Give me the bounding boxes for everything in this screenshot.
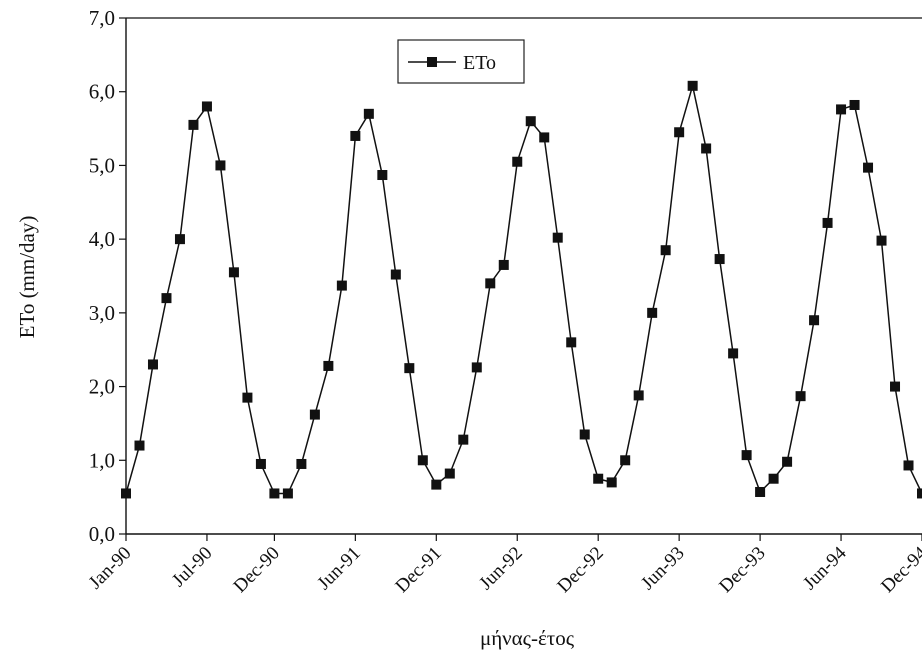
eto-point <box>525 116 536 127</box>
legend-marker <box>427 57 437 67</box>
eto-point <box>863 162 874 173</box>
eto-point <box>714 254 725 265</box>
eto-point <box>350 130 361 141</box>
x-axis-title: μήνας-έτος <box>480 626 575 650</box>
eto-point <box>768 473 779 484</box>
x-tick-label: Dec-92 <box>553 543 607 597</box>
x-tick-label: Dec-91 <box>391 543 445 597</box>
eto-point <box>620 455 631 466</box>
eto-point <box>323 360 334 371</box>
eto-point <box>336 280 347 291</box>
x-tick-label: Dec-94 <box>877 542 922 597</box>
eto-point <box>404 363 415 374</box>
y-tick-label: 3,0 <box>89 301 115 325</box>
eto-point <box>849 99 860 110</box>
y-tick-label: 2,0 <box>89 375 115 399</box>
eto-point <box>701 143 712 154</box>
y-tick-label: 0,0 <box>89 522 115 546</box>
y-tick-label: 6,0 <box>89 80 115 104</box>
y-tick-label: 1,0 <box>89 448 115 472</box>
eto-point <box>512 156 523 167</box>
eto-point <box>552 232 563 243</box>
eto-point <box>215 160 226 171</box>
x-tick-label: Jan-90 <box>85 543 136 594</box>
y-axis: 0,0 1,0 2,0 3,0 4,0 5,0 6,0 7,0 <box>89 6 922 546</box>
eto-point <box>121 488 131 499</box>
eto-point <box>282 488 293 499</box>
eto-point <box>579 429 590 440</box>
eto-point <box>228 267 239 278</box>
eto-point <box>755 486 766 497</box>
eto-point <box>890 381 901 392</box>
eto-point <box>242 392 253 403</box>
eto-point <box>417 455 428 466</box>
y-tick-label: 5,0 <box>89 153 115 177</box>
x-tick-label: Dec-93 <box>715 543 769 597</box>
eto-point <box>255 458 266 469</box>
eto-point <box>876 235 887 246</box>
eto-point <box>822 217 833 228</box>
eto-point <box>606 477 617 488</box>
eto-point <box>917 488 922 499</box>
y-axis-title: ETo (mm/day) <box>15 216 39 339</box>
eto-point <box>458 434 469 445</box>
eto-point <box>539 132 550 143</box>
eto-series <box>121 80 922 499</box>
eto-point <box>174 234 185 245</box>
legend-label: ETo <box>463 52 496 74</box>
eto-point <box>188 119 199 130</box>
y-tick-label: 4,0 <box>89 227 115 251</box>
eto-point <box>269 488 280 499</box>
eto-point <box>147 359 158 370</box>
x-tick-label: Jun-91 <box>313 543 364 594</box>
eto-point <box>390 269 401 280</box>
eto-point <box>309 409 320 420</box>
x-tick-label: Jun-94 <box>799 542 851 594</box>
y-tick-label: 7,0 <box>89 6 115 30</box>
eto-point <box>296 458 307 469</box>
eto-point <box>485 278 496 289</box>
eto-point <box>431 479 442 490</box>
eto-point <box>903 460 914 471</box>
eto-point <box>782 456 793 467</box>
eto-point <box>687 80 698 91</box>
x-tick-label: Jun-93 <box>637 543 688 594</box>
x-tick-label: Dec-90 <box>230 543 284 597</box>
eto-line <box>125 85 922 495</box>
x-tick-label: Jul-90 <box>168 543 216 591</box>
eto-point <box>809 315 820 326</box>
eto-point <box>134 440 145 451</box>
eto-point <box>795 391 806 402</box>
eto-point <box>674 127 685 138</box>
legend: ETo <box>397 39 525 84</box>
eto-point <box>566 337 577 348</box>
eto-point <box>444 468 455 479</box>
x-axis: Jan-90 Jul-90 Dec-90 Jun-91 Dec-91 Jun-92 Dec-… <box>85 533 922 597</box>
eto-point <box>201 101 212 112</box>
eto-point <box>498 259 509 270</box>
eto-point <box>647 307 658 318</box>
eto-point <box>633 390 644 401</box>
eto-point <box>471 362 482 373</box>
eto-point <box>836 104 847 115</box>
eto-point <box>161 293 172 304</box>
eto-point <box>728 348 739 359</box>
x-tick-label: Jun-92 <box>475 543 526 594</box>
eto-point <box>660 245 671 256</box>
eto-point <box>363 108 374 119</box>
eto-point <box>593 473 604 484</box>
eto-point <box>741 450 752 461</box>
eto-point <box>377 170 388 181</box>
